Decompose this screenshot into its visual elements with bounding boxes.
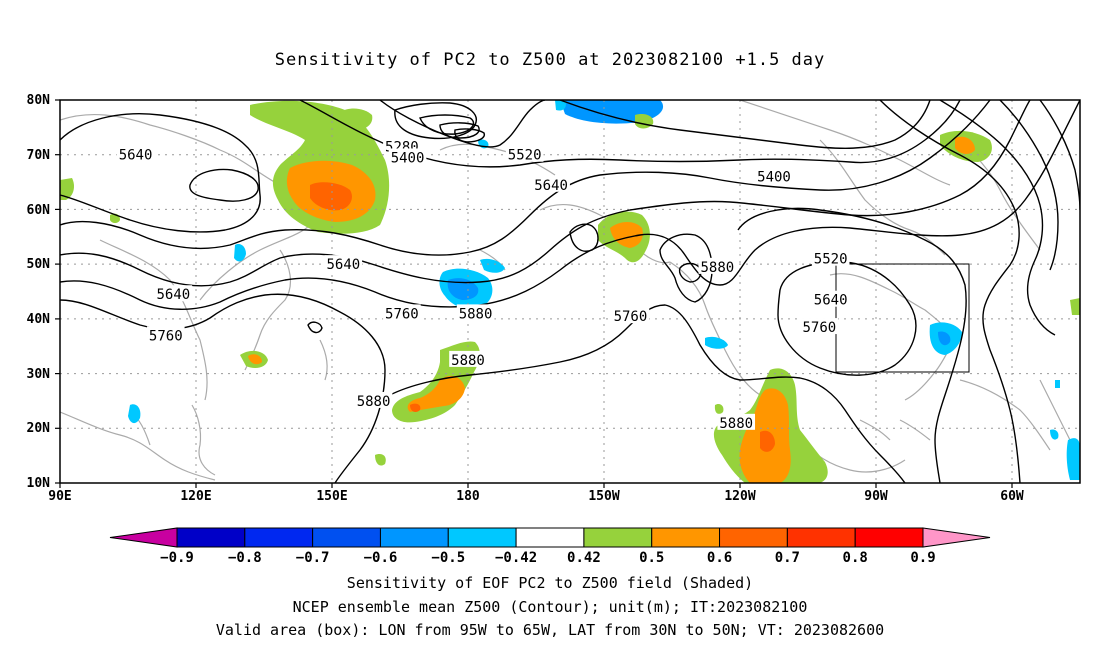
shaded-sensitivity bbox=[60, 100, 1080, 483]
contour-label: 5880 bbox=[451, 353, 485, 369]
lon-label: 90E bbox=[48, 489, 71, 504]
lon-label: 120E bbox=[180, 489, 211, 504]
colorbar-label: −0.8 bbox=[228, 550, 262, 566]
colorbar-label: −0.7 bbox=[296, 550, 330, 566]
contour-label: 5880 bbox=[719, 416, 753, 432]
lat-label: 20N bbox=[27, 421, 51, 436]
contour-label-bg bbox=[146, 326, 185, 343]
colorbar: −0.9 −0.8 −0.7 −0.6 −0.5 −0.42 0.42 0.5 0.6 0.7 0.… bbox=[109, 527, 991, 566]
contour-label-bg bbox=[449, 350, 487, 367]
lat-label: 70N bbox=[27, 148, 51, 163]
contour-label: 5400 bbox=[757, 170, 791, 186]
contour-label: 5520 bbox=[508, 148, 542, 164]
tick-marks bbox=[55, 99, 1013, 488]
contour-label-bg bbox=[505, 145, 544, 162]
footer-line-3: Valid area (box): LON from 95W to 65W, L… bbox=[215, 621, 885, 639]
contour-label: 5880 bbox=[459, 306, 493, 322]
lon-label: 60W bbox=[1000, 489, 1024, 504]
contour-label-bg bbox=[383, 304, 421, 321]
colorbar-swatch bbox=[379, 527, 449, 548]
colorbar-swatch bbox=[176, 527, 246, 548]
contour-label-bg bbox=[800, 318, 839, 335]
colorbar-low-triangle bbox=[109, 527, 178, 548]
colorbar-swatch bbox=[583, 527, 653, 548]
colorbar-label: 0.8 bbox=[843, 550, 868, 566]
colorbar-label: 0.6 bbox=[707, 550, 732, 566]
contour-label-bg bbox=[717, 413, 756, 430]
lat-labels: 80N 70N 60N 50N 40N 30N 20N 10N bbox=[27, 93, 51, 491]
lon-label: 150W bbox=[588, 489, 619, 504]
contour-label: 5760 bbox=[802, 320, 836, 336]
colorbar-label: 0.9 bbox=[910, 550, 935, 566]
contour-label-bg bbox=[755, 167, 793, 184]
contour-label: 5640 bbox=[814, 293, 848, 309]
lon-label: 120W bbox=[724, 489, 755, 504]
lat-label: 10N bbox=[27, 476, 51, 491]
contour-label-bg bbox=[154, 285, 193, 302]
lat-label: 60N bbox=[27, 203, 51, 218]
contour-label: 5640 bbox=[119, 148, 153, 164]
lat-label: 80N bbox=[27, 93, 51, 108]
valid-area-box bbox=[835, 263, 970, 373]
colorbar-swatch bbox=[312, 527, 381, 548]
footer-line-1: Sensitivity of EOF PC2 to Z500 field (Sh… bbox=[346, 574, 754, 592]
lat-label: 50N bbox=[27, 257, 51, 272]
coastlines bbox=[60, 100, 1080, 481]
map-frame bbox=[59, 99, 1081, 484]
colorbar-label: −0.9 bbox=[160, 550, 194, 566]
contour-label-bg bbox=[811, 249, 850, 266]
footer-line-2: NCEP ensemble mean Z500 (Contour); unit(… bbox=[292, 598, 808, 616]
colorbar-label: 0.42 bbox=[567, 550, 601, 566]
contour-label-bg bbox=[698, 257, 737, 274]
contour-label: 5640 bbox=[326, 257, 360, 273]
map-title: Sensitivity of PC2 to Z500 at 2023082100… bbox=[274, 50, 826, 70]
lat-label: 30N bbox=[27, 367, 51, 382]
colorbar-swatch bbox=[719, 527, 788, 548]
contour-label: 5880 bbox=[357, 394, 391, 410]
colorbar-label: −0.5 bbox=[431, 550, 465, 566]
lon-label: 150E bbox=[316, 489, 347, 504]
lon-label: 90W bbox=[864, 489, 888, 504]
colorbar-swatch bbox=[447, 527, 517, 548]
contour-label-bg bbox=[811, 290, 850, 307]
gridlines bbox=[60, 100, 1080, 483]
contour-label-bg bbox=[611, 307, 650, 324]
colorbar-swatch bbox=[854, 527, 924, 548]
contour-label: 5640 bbox=[534, 178, 568, 194]
colorbar-label: 0.5 bbox=[639, 550, 664, 566]
contour-label: 5640 bbox=[156, 287, 190, 303]
contour-label-bg bbox=[388, 148, 427, 165]
contour-label-bg bbox=[116, 145, 155, 162]
colorbar-label: −0.6 bbox=[364, 550, 398, 566]
z500-contours bbox=[60, 100, 1080, 483]
contour-label: 5520 bbox=[814, 252, 848, 268]
lon-label: 180 bbox=[456, 489, 480, 504]
colorbar-swatch bbox=[786, 527, 856, 548]
lat-label: 40N bbox=[27, 312, 51, 327]
colorbar-swatch bbox=[244, 527, 314, 548]
contour-label-bg bbox=[456, 304, 495, 321]
colorbar-label: −0.42 bbox=[495, 550, 537, 566]
contour-label-bg bbox=[532, 175, 570, 192]
contour-label: 5760 bbox=[385, 306, 419, 322]
contour-label-bg bbox=[354, 391, 393, 408]
lon-labels: 90E 120E 150E 180 150W 120W 90W 60W bbox=[48, 489, 1024, 504]
colorbar-label: 0.7 bbox=[775, 550, 800, 566]
contour-label: 5760 bbox=[149, 328, 183, 344]
colorbar-swatch bbox=[651, 527, 721, 548]
contour-label: 5400 bbox=[391, 150, 425, 166]
colorbar-swatch bbox=[515, 527, 585, 548]
contour-label: 5760 bbox=[614, 309, 648, 325]
contour-label-bg bbox=[324, 255, 363, 272]
colorbar-high-triangle bbox=[922, 527, 991, 548]
contour-label: 5880 bbox=[700, 260, 734, 276]
